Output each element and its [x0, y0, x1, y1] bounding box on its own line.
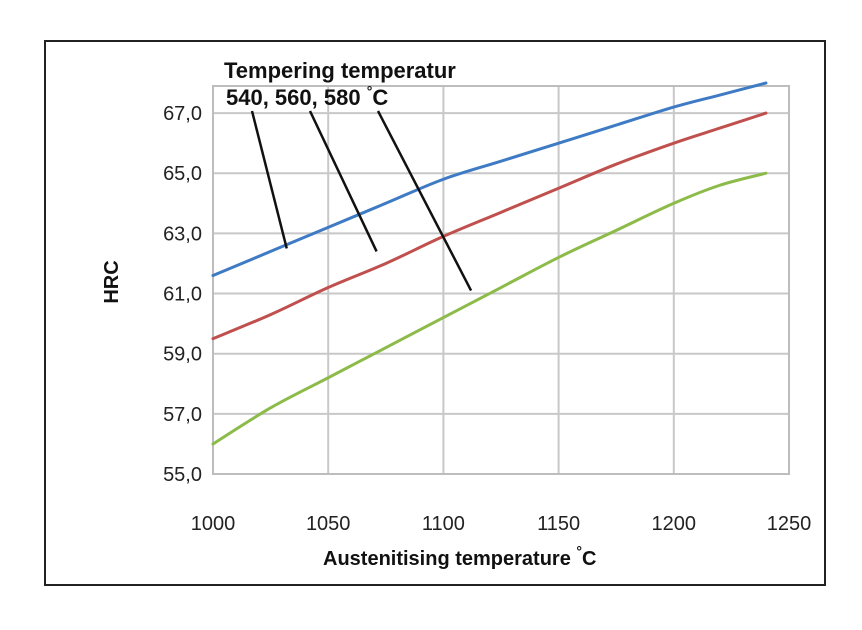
annotation-unit-letter: C	[372, 85, 388, 110]
plot-border	[212, 85, 790, 475]
y-tick-label: 63,0	[163, 223, 202, 245]
x-tick-labels: 1000 1050 1100 1150 1200 1250	[191, 513, 812, 535]
pointer-line-560	[308, 110, 378, 252]
x-tick-label: 1150	[537, 513, 580, 535]
x-axis-unit-superscript: °	[576, 543, 582, 559]
annotation-pointers	[250, 110, 473, 292]
y-tick-label: 65,0	[163, 163, 202, 185]
x-tick-label: 1100	[422, 513, 465, 535]
y-tick-label: 55,0	[163, 464, 202, 486]
x-tick-label: 1050	[306, 513, 351, 535]
series-line-540	[211, 81, 768, 277]
series-line-560	[211, 111, 768, 341]
x-tick-label: 1250	[767, 513, 812, 535]
pointer-line-540	[250, 110, 288, 249]
annotation-unit-superscript: °	[367, 83, 373, 99]
y-tick-label: 61,0	[163, 284, 202, 306]
annotation-temps: 540, 560, 580 °C	[226, 83, 388, 110]
x-axis-title-text: Austenitising temperature	[323, 548, 571, 570]
x-axis-unit-letter: C	[582, 548, 596, 570]
x-tick-label: 1000	[191, 513, 236, 535]
y-axis-title: HRC	[101, 260, 123, 303]
series-lines	[211, 81, 768, 446]
y-tick-label: 59,0	[163, 344, 202, 366]
y-tick-labels: 55,0 57,0 59,0 61,0 63,0 65,0 67,0	[163, 103, 202, 486]
x-tick-label: 1200	[652, 513, 697, 535]
y-tick-label: 67,0	[163, 103, 202, 125]
series-line-580	[211, 171, 768, 446]
y-tick-label: 57,0	[163, 404, 202, 426]
grid-lines	[212, 85, 790, 475]
chart-frame	[44, 40, 826, 586]
pointer-line-580	[376, 110, 473, 292]
annotation-title: Tempering temperatur	[224, 58, 456, 83]
annotation-temps-text: 540, 560, 580	[226, 85, 361, 110]
x-axis-title: Austenitising temperature °C	[323, 543, 596, 570]
